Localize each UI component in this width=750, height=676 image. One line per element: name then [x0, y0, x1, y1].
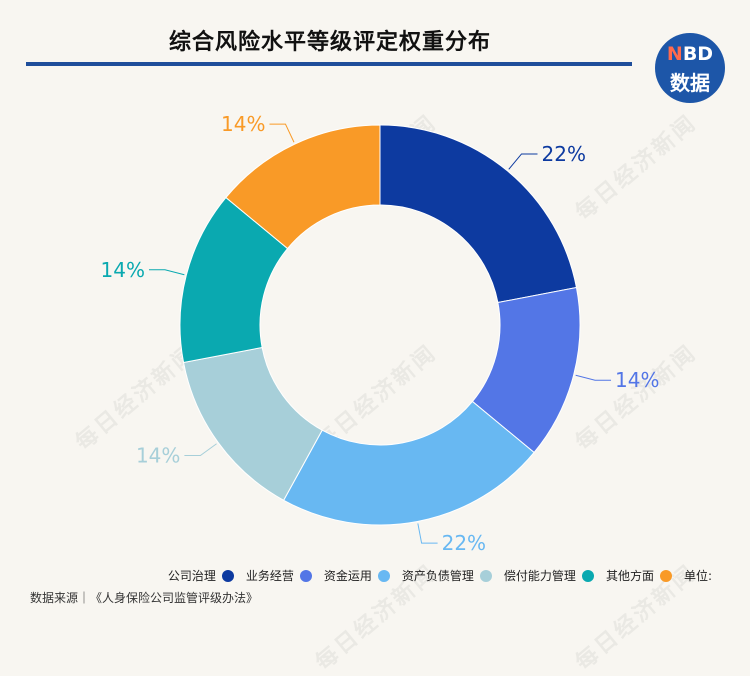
leader-line-3 [417, 523, 438, 544]
donut-chart: 22% 14% 22% 14% 14% 14% [101, 112, 660, 555]
legend-marker [377, 569, 390, 582]
legend-label: 其他方面 [605, 569, 654, 583]
legend-label: 业务经营 [245, 569, 294, 583]
title-underline [26, 62, 632, 66]
donut-slice-3 [282, 400, 535, 526]
legend-unit-label: 单位: [683, 569, 712, 583]
leader-line-1 [508, 153, 538, 170]
legend-marker [581, 569, 594, 582]
legend-marker [221, 569, 234, 582]
legend-item: 业务经营 [246, 567, 312, 584]
legend-item: 偿付能力管理 [504, 567, 594, 584]
legend-marker [479, 569, 492, 582]
legend-label: 资产负债管理 [401, 569, 474, 583]
data-label-6: 14% [221, 112, 265, 136]
legend-label: 公司治理 [167, 569, 216, 583]
data-label-4: 14% [136, 443, 180, 467]
legend-marker [299, 569, 312, 582]
leader-line-4 [184, 443, 217, 456]
data-label-3: 22% [442, 531, 486, 555]
legend-item: 资金运用 [324, 567, 390, 584]
data-label-5: 14% [101, 258, 145, 282]
leader-line-5 [148, 269, 185, 276]
logo-letters-bd: BD [682, 43, 714, 65]
legend-item: 资产负债管理 [402, 567, 492, 584]
legend: 公司治理 业务经营 资金运用 资产负债管理 偿付能力管理 其他方面 单位: [156, 567, 712, 584]
data-label-2: 14% [615, 368, 659, 392]
legend-item: 其他方面 [606, 567, 672, 584]
legend-item: 公司治理 [168, 567, 234, 584]
data-label-1: 22% [542, 142, 586, 166]
legend-label: 偿付能力管理 [503, 569, 576, 583]
donut-slice-1 [379, 124, 578, 304]
legend-marker [659, 569, 672, 582]
chart-title: 综合风险水平等级评定权重分布 [168, 30, 491, 55]
logo-letter-n: N [666, 43, 683, 65]
legend-label: 资金运用 [323, 569, 372, 583]
leader-line-2 [575, 374, 612, 381]
data-source: 数据来源｜《人身保险公司监管评级办法》 [30, 591, 259, 605]
donut-slice-6 [225, 124, 381, 250]
logo-text: 数据 [670, 71, 710, 95]
nbd-logo: NBD 数据 [655, 33, 725, 103]
leader-line-6 [269, 123, 295, 143]
